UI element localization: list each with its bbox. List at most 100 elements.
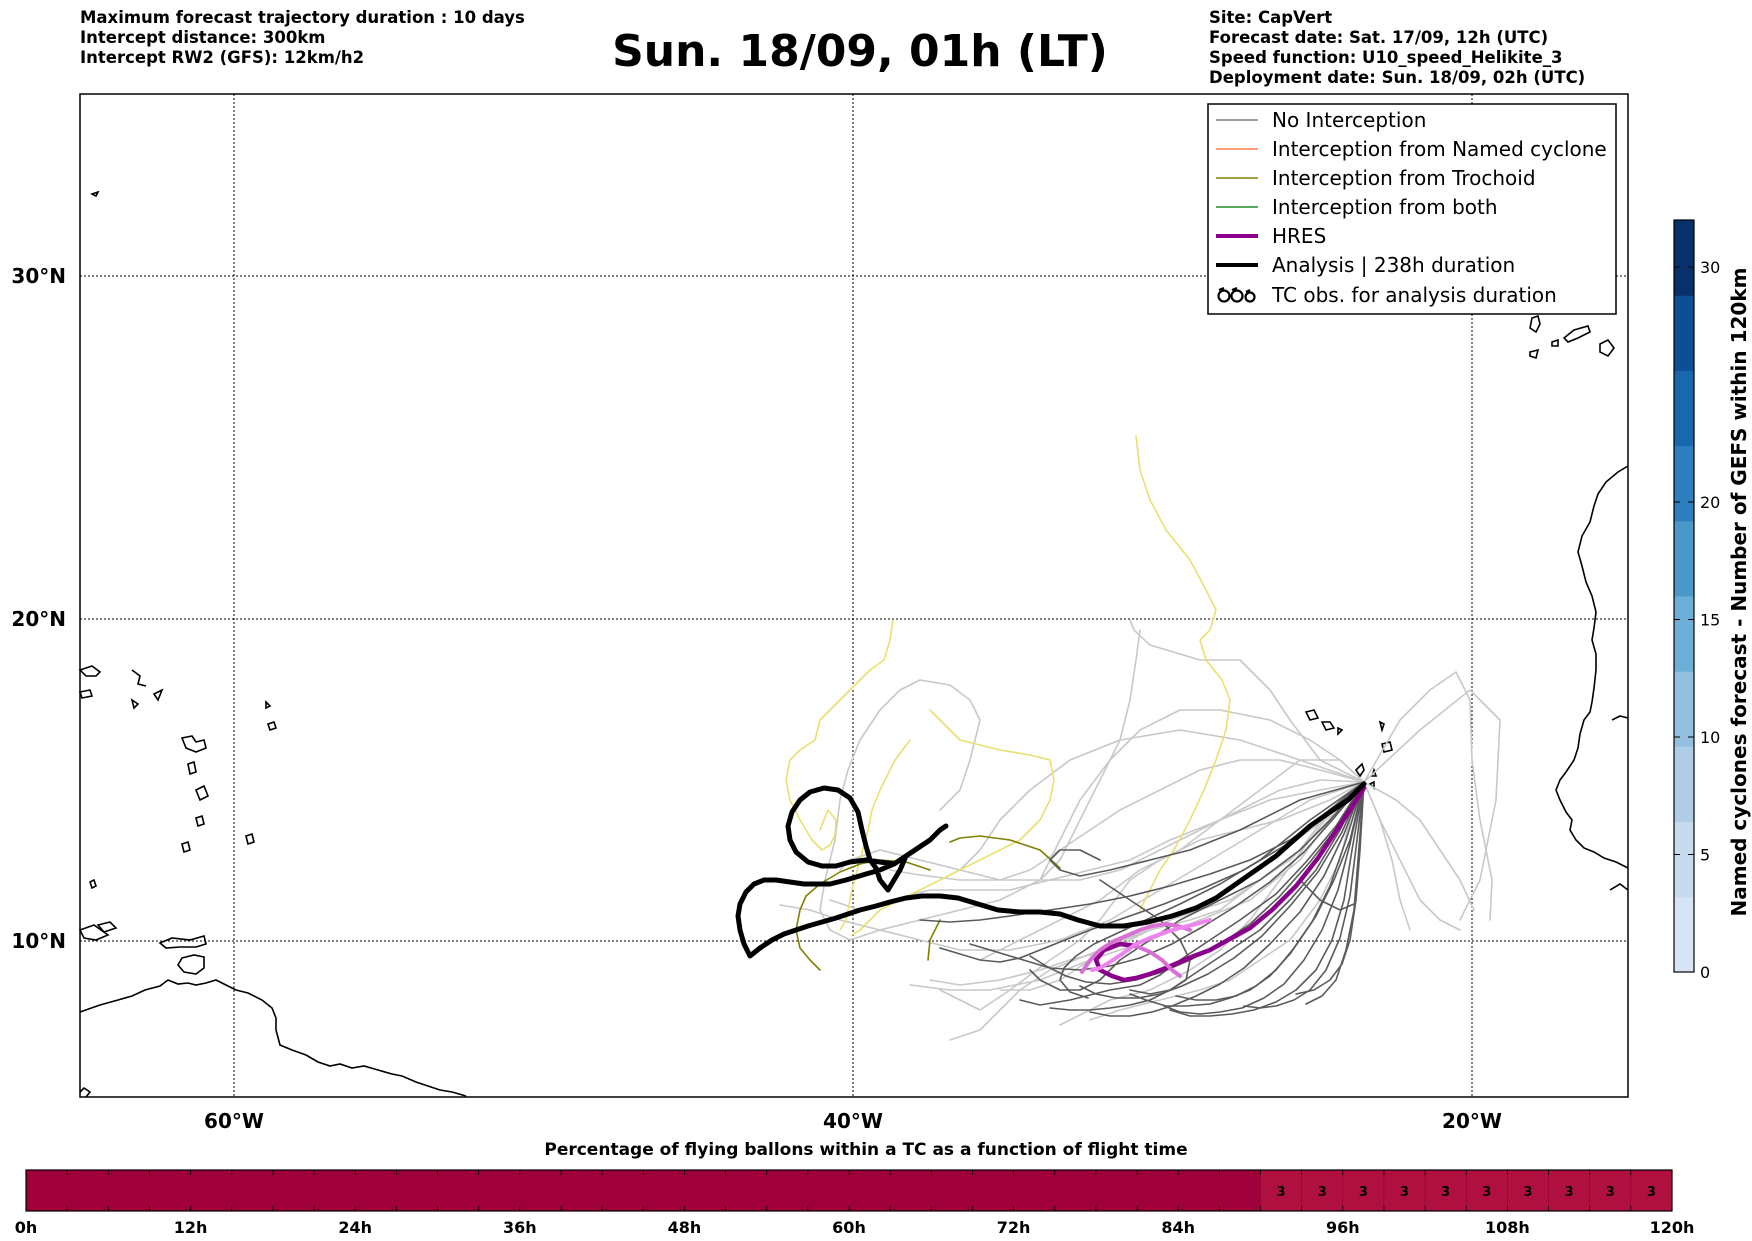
st-lucia-coast [195, 814, 205, 828]
hres-line-tail [1090, 918, 1212, 972]
trajectory-line [779, 781, 1365, 951]
timeline-bar: 3 3 3 3 3 3 3 3 3 3 0h 12h 24h 36h 48h 60h 72h 84h 96h 108h… [15, 1169, 1694, 1237]
trajectory-line [1363, 671, 1493, 921]
trajectory-hres [1080, 785, 1367, 983]
timeline-cell [1260, 1169, 1302, 1212]
trajectory-line [1049, 781, 1365, 877]
trajectory-line [1059, 781, 1365, 1026]
colorbar-tick-label: 15 [1700, 611, 1720, 630]
trajectory-line [1363, 689, 1501, 921]
grenadines-coast [89, 878, 97, 890]
lesser-antilles-coast [78, 665, 102, 677]
trajectories [735, 435, 1501, 1041]
colorbar-tick-label: 0 [1700, 963, 1710, 982]
trajectory-line [927, 919, 941, 961]
africa-coast [1555, 465, 1629, 869]
cape-verde-coast [1320, 721, 1336, 731]
timeline-cell-value: 3 [1441, 1185, 1450, 1200]
timeline-cell-value: 3 [1400, 1185, 1409, 1200]
page-title: Sun. 18/09, 01h (LT) [612, 26, 1108, 77]
legend-label-no-interception: No Interception [1272, 108, 1426, 132]
colorbar-segment [1674, 821, 1694, 898]
header-left: Maximum forecast trajectory duration : 1… [80, 8, 525, 68]
lon-label-60w: 60°W [204, 1109, 264, 1133]
trajectory-line [1163, 781, 1365, 1015]
island-coast [96, 921, 118, 933]
lat-label-20n: 20°N [11, 607, 66, 631]
martinique-coast [194, 784, 210, 802]
timeline-tick-label: 72h [997, 1218, 1031, 1237]
south-america-coast-sw [79, 1086, 92, 1098]
trajectory-line [979, 759, 1365, 961]
colorbar-tick-label: 5 [1700, 846, 1710, 865]
timeline-cell [1466, 1169, 1508, 1212]
lat-label-30n: 30°N [11, 264, 66, 288]
guadeloupe-coast [180, 735, 207, 753]
timeline-tick-label: 108h [1485, 1218, 1530, 1237]
speed-function-text: Speed function: U10_speed_Helikite_3 [1209, 48, 1563, 67]
timeline-cell-value: 3 [1318, 1185, 1327, 1200]
trajectory-line [785, 619, 894, 851]
trajectory-line [1243, 781, 1365, 1009]
trajectory-ensemble-light [779, 619, 1501, 1041]
trajectory-line [1059, 781, 1365, 999]
colorbar-segment [1674, 220, 1694, 296]
site-text: Site: CapVert [1209, 8, 1333, 27]
timeline-tick-label: 84h [1161, 1218, 1195, 1237]
trajectory-line [1089, 781, 1365, 1017]
canary-island-coast [1562, 325, 1591, 343]
timeline-tick-label: 60h [832, 1218, 866, 1237]
lon-label-20w: 20°W [1442, 1109, 1502, 1133]
legend-box [1207, 103, 1617, 315]
canary-island-coast [1529, 314, 1541, 334]
cape-verde-coast [1378, 720, 1385, 733]
island-coast [78, 924, 110, 941]
analysis-line [735, 781, 1367, 959]
colorbar-segment [1674, 445, 1694, 522]
colorbar-segment [1674, 896, 1694, 973]
trajectory-ensemble-dark [919, 781, 1365, 1017]
deployment-date-text: Deployment date: Sun. 18/09, 02h (UTC) [1209, 68, 1586, 87]
africa-coast-detail [1609, 883, 1629, 891]
colorbar-frame [1673, 219, 1695, 973]
st-vincent-coast [181, 840, 191, 854]
barbados-coast [245, 832, 255, 846]
trajectory-line [1169, 781, 1365, 1017]
lon-label-40w: 40°W [823, 1109, 883, 1133]
timeline-tick-label: 48h [668, 1218, 702, 1237]
lesser-antilles-coast [265, 700, 272, 710]
lat-axis-labels: 30°N 20°N 10°N [11, 264, 66, 953]
lesser-antilles-coast [78, 689, 94, 699]
legend: No Interception Interception from Named … [1207, 103, 1617, 315]
trajectory-line [839, 739, 911, 931]
trajectory-line [939, 781, 1365, 963]
colorbar-segment [1674, 596, 1694, 672]
forecast-date-text: Forecast date: Sat. 17/09, 12h (UTC) [1209, 28, 1549, 47]
trajectory-line [949, 835, 1061, 869]
timeline-cell-value: 3 [1482, 1185, 1491, 1200]
legend-label-both: Interception from both [1272, 195, 1498, 219]
cape-verde-coast [1337, 726, 1344, 736]
timeline-tick-label: 96h [1326, 1218, 1360, 1237]
hres-line [1093, 785, 1367, 983]
trajectory-line [839, 779, 1365, 881]
legend-label-tc-obs: TC obs. for analysis duration [1271, 283, 1557, 307]
bermuda-coast [89, 190, 100, 198]
lon-axis-labels: 60°W 40°W 20°W [204, 1109, 1502, 1133]
trajectory-line [1363, 781, 1475, 911]
timeline-cell-value: 3 [1647, 1185, 1656, 1200]
lesser-antilles-coast [130, 698, 140, 710]
trajectory-line [959, 729, 1365, 871]
legend-label-trochoid: Interception from Trochoid [1272, 166, 1536, 190]
timeline-cell-value: 3 [1523, 1185, 1532, 1200]
timeline-title: Percentage of flying ballons within a TC… [544, 1140, 1187, 1160]
venezuela-islands-coast [158, 935, 207, 949]
intercept-distance-text: Intercept distance: 300km [80, 28, 326, 47]
colorbar-segment [1674, 370, 1694, 447]
header-right: Site: CapVert Forecast date: Sat. 17/09,… [1209, 8, 1585, 88]
trajectory-line [1295, 781, 1365, 995]
trajectory-line [819, 629, 1141, 941]
hres-line-tail [1080, 922, 1192, 978]
trajectory-line [1039, 709, 1365, 881]
canary-island-coast [1599, 338, 1615, 358]
